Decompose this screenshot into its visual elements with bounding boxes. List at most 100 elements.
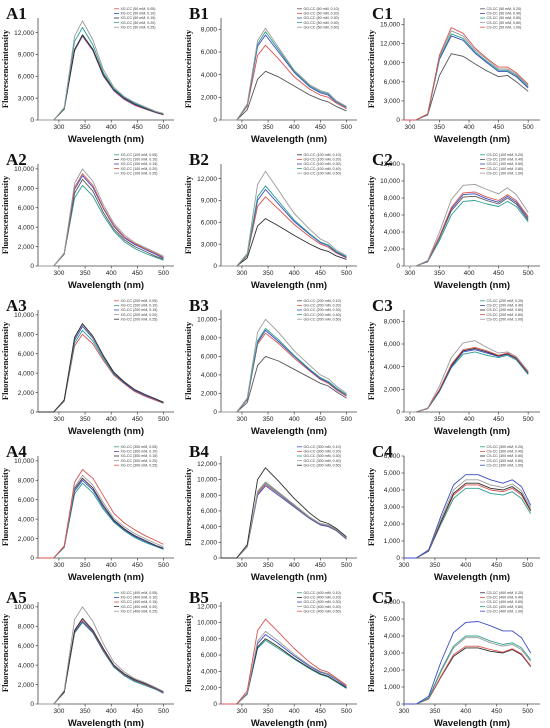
y-tick-label: 2,000 xyxy=(384,521,401,528)
series-line-5 xyxy=(221,618,347,705)
y-tick-label: 0 xyxy=(30,117,34,124)
legend-entry: XG-CC (100 mM, 0.10) xyxy=(121,158,158,162)
legend-entry: XG-CC (300 mM, 0.10) xyxy=(121,450,158,454)
x-axis-label: Wavelength (nm) xyxy=(434,718,510,728)
legend-entry: GG-CC (50 mM, 0.40) xyxy=(304,21,339,25)
y-tick-label: 0 xyxy=(396,263,400,270)
y-tick-label: 8,000 xyxy=(201,492,218,499)
legend-entry: XG-CC (400 mM, 0.05) xyxy=(121,591,158,595)
y-tick-label: 6,000 xyxy=(384,212,401,219)
series-line-4 xyxy=(38,618,164,705)
x-tick-label: 300 xyxy=(236,416,247,423)
y-axis-label: Fluorescenceintensity xyxy=(185,613,193,692)
legend-entry: XG-CC (300 mM, 0.20) xyxy=(121,459,158,463)
y-axis-label: Fluorescenceintensity xyxy=(2,175,10,254)
panel-a1: A1 300 350 400 450 500 0 3,000 6,000 9,000 12,000 W… xyxy=(2,2,182,144)
x-tick-label: 300 xyxy=(399,708,410,715)
x-tick-label: 500 xyxy=(341,562,352,569)
y-tick-label: 2,000 xyxy=(18,244,35,251)
legend-entry: XG-CC (300 mM, 0.15) xyxy=(121,454,158,458)
y-tick-label: 1,000 xyxy=(384,538,401,545)
x-tick-label: 400 xyxy=(464,270,475,277)
legend-entry: GG-CC (100 mM, 0.40) xyxy=(304,167,341,171)
y-tick-label: 6,000 xyxy=(384,453,401,460)
y-tick-label: 15,000 xyxy=(380,22,400,29)
series-line-2 xyxy=(404,349,529,413)
y-tick-label: 3,000 xyxy=(384,98,401,105)
panel-b2: B2 300 350 400 450 500 0 3,000 6,000 9,000 12,000 W… xyxy=(185,148,365,290)
x-tick-label: 350 xyxy=(434,416,445,423)
legend-entry: GG-CC (400 mM, 0.40) xyxy=(304,605,341,609)
legend-entry: CS-CC (50 mM, 1.00) xyxy=(487,25,522,29)
panel-label: B5 xyxy=(189,588,209,607)
panel-label: C3 xyxy=(372,296,393,315)
y-tick-label: 6,000 xyxy=(201,219,218,226)
x-tick-label: 500 xyxy=(341,124,352,131)
y-tick-label: 0 xyxy=(30,409,34,416)
series-line-4 xyxy=(404,346,529,413)
x-tick-label: 350 xyxy=(263,270,274,277)
x-tick-label: 300 xyxy=(236,124,247,131)
legend-entry: CS-CC (200 mM, 0.40) xyxy=(487,304,524,308)
x-tick-label: 400 xyxy=(106,124,117,131)
x-tick-label: 300 xyxy=(236,270,247,277)
series-line-2 xyxy=(404,35,529,121)
y-tick-label: 6,000 xyxy=(18,205,35,212)
legend-entry: XG-CC (100 mM, 0.25) xyxy=(121,171,158,175)
y-axis-label: Fluorescenceintensity xyxy=(368,613,376,692)
y-axis-label: Fluorescenceintensity xyxy=(2,29,10,108)
y-tick-label: 3,000 xyxy=(201,241,218,248)
legend-entry: CS-CC (50 mM, 0.20) xyxy=(487,7,522,11)
x-tick-label: 500 xyxy=(341,270,352,277)
series-line-3 xyxy=(38,34,164,121)
series-line-1 xyxy=(404,487,532,559)
series-line-1 xyxy=(221,218,347,267)
series-line-3 xyxy=(404,193,529,267)
legend-entry: XG-CC (50 mM, 0.10) xyxy=(121,12,156,16)
y-axis-label: Fluorescenceintensity xyxy=(2,321,10,400)
series-line-4 xyxy=(38,173,164,267)
x-tick-label: 400 xyxy=(106,416,117,423)
y-tick-label: 0 xyxy=(213,555,217,562)
x-tick-label: 300 xyxy=(53,270,64,277)
series-line-5 xyxy=(221,27,347,121)
chart-svg: 300 350 400 450 500 0 2,000 4,000 6,000 8,000 10,0… xyxy=(2,445,174,582)
y-tick-label: 0 xyxy=(213,117,217,124)
series-line-5 xyxy=(38,606,164,705)
y-tick-label: 4,000 xyxy=(201,524,218,531)
legend-entry: XG-CC (100 mM, 0.20) xyxy=(121,167,158,171)
legend-entry: XG-CC (400 mM, 0.20) xyxy=(121,605,158,609)
panel-label: B1 xyxy=(189,4,209,23)
legend-entry: CS-CC (400 mM, 0.40) xyxy=(487,596,524,600)
y-tick-label: 2,000 xyxy=(201,95,218,102)
y-tick-label: 4,000 xyxy=(201,72,218,79)
y-tick-label: 3,000 xyxy=(384,504,401,511)
y-tick-label: 0 xyxy=(30,263,34,270)
x-tick-label: 350 xyxy=(429,708,440,715)
y-tick-label: 4,000 xyxy=(384,364,401,371)
legend-entry: XG-CC (200 mM, 0.05) xyxy=(121,299,158,303)
x-tick-label: 400 xyxy=(106,270,117,277)
panel-a2: A2 300 350 400 450 500 0 2,000 4,000 6,000 8,000 10… xyxy=(2,148,182,290)
y-tick-label: 12,000 xyxy=(380,161,400,168)
x-tick-label: 300 xyxy=(53,708,64,715)
x-tick-label: 450 xyxy=(315,562,326,569)
x-tick-label: 350 xyxy=(434,124,445,131)
series-line-1 xyxy=(38,333,164,413)
y-tick-label: 12,000 xyxy=(197,603,217,610)
y-tick-label: 8,000 xyxy=(384,195,401,202)
chart-svg: 300 350 400 450 500 0 3,000 6,000 9,000 12,000 Wav… xyxy=(185,153,357,290)
legend-entry: CS-CC (300 mM, 0.80) xyxy=(487,459,524,463)
legend-entry: CS-CC (300 mM, 0.40) xyxy=(487,450,524,454)
series-line-2 xyxy=(38,620,164,705)
x-tick-label: 450 xyxy=(315,416,326,423)
chart-svg: 300 350 400 450 500 0 2,000 4,000 6,000 8,000 10,0… xyxy=(185,591,357,728)
y-tick-label: 5,000 xyxy=(384,616,401,623)
x-tick-label: 350 xyxy=(263,562,274,569)
y-axis-label: Fluorescenceintensity xyxy=(368,467,376,546)
legend-entry: CS-CC (50 mM, 0.60) xyxy=(487,16,522,20)
y-tick-label: 10,000 xyxy=(14,312,34,319)
x-tick-label: 400 xyxy=(464,416,475,423)
panel-label: C1 xyxy=(372,4,393,23)
y-tick-label: 6,000 xyxy=(201,49,218,56)
